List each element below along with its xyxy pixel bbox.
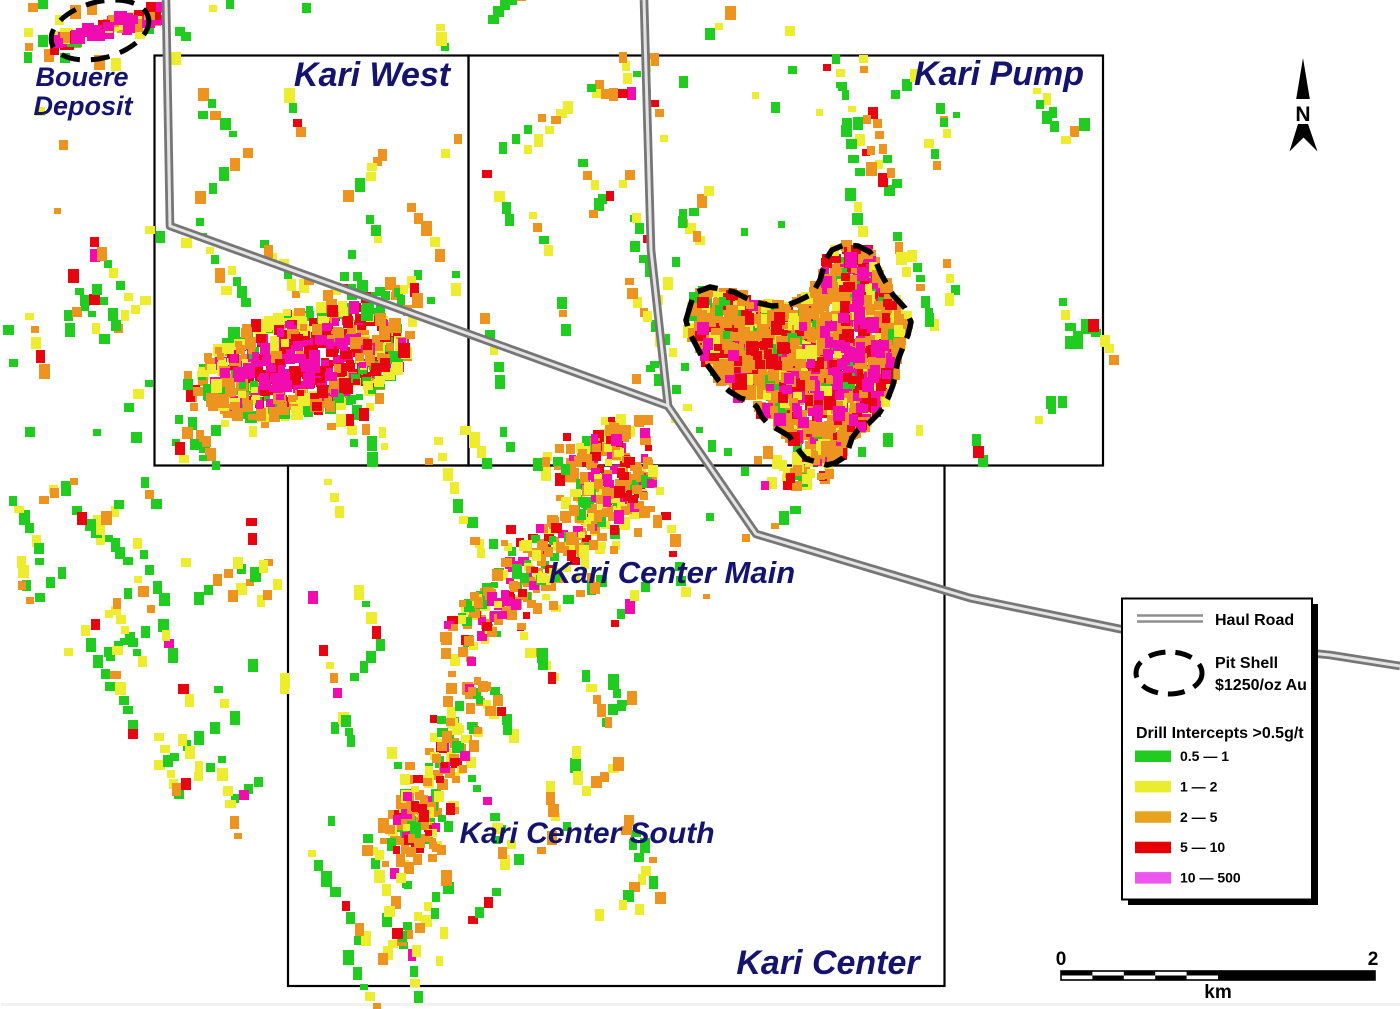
svg-text:10 — 500: 10 — 500 xyxy=(1180,870,1241,886)
svg-text:1 — 2: 1 — 2 xyxy=(1180,778,1218,794)
svg-text:N: N xyxy=(1295,103,1310,126)
svg-text:Haul Road: Haul Road xyxy=(1215,612,1294,629)
svg-text:km: km xyxy=(1204,982,1231,1003)
svg-text:Drill Intercepts >0.5g/t: Drill Intercepts >0.5g/t xyxy=(1136,725,1304,742)
svg-text:Kari Pump: Kari Pump xyxy=(914,55,1084,93)
svg-text:2: 2 xyxy=(1368,949,1379,970)
svg-text:Kari Center Main: Kari Center Main xyxy=(549,555,795,590)
svg-text:Kari Center: Kari Center xyxy=(736,944,921,982)
svg-text:Deposit: Deposit xyxy=(33,91,133,121)
svg-text:0.5 — 1: 0.5 — 1 xyxy=(1180,748,1229,764)
svg-text:Bouere: Bouere xyxy=(35,62,128,92)
svg-text:2 — 5: 2 — 5 xyxy=(1180,809,1218,825)
svg-text:Kari West: Kari West xyxy=(294,56,452,94)
svg-text:0: 0 xyxy=(1056,949,1067,970)
svg-text:Pit Shell: Pit Shell xyxy=(1215,655,1278,672)
svg-text:Kari Center South: Kari Center South xyxy=(459,817,714,850)
svg-text:$1250/oz Au: $1250/oz Au xyxy=(1215,677,1307,694)
svg-text:5 — 10: 5 — 10 xyxy=(1180,839,1225,855)
